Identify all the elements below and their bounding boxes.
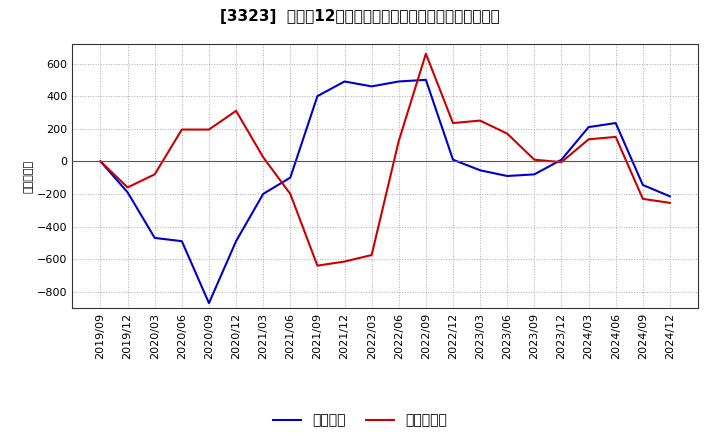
当期純利益 bbox=[232, 108, 240, 114]
当期純利益 bbox=[421, 51, 430, 56]
Text: [3323]  利益だ12か月移動合計の対前年同期増減額の推移: [3323] 利益だ12か月移動合計の対前年同期増減額の推移 bbox=[220, 9, 500, 24]
当期純利益 bbox=[611, 134, 620, 139]
当期純利益 bbox=[665, 200, 674, 205]
経常利益 bbox=[286, 175, 294, 180]
当期純利益 bbox=[123, 185, 132, 190]
経常利益 bbox=[449, 157, 457, 162]
当期純利益 bbox=[313, 263, 322, 268]
Legend: 経常利益, 当期純利益: 経常利益, 当期純利益 bbox=[267, 408, 453, 433]
経常利益 bbox=[476, 168, 485, 173]
当期純利益 bbox=[286, 191, 294, 197]
経常利益 bbox=[503, 173, 511, 179]
経常利益 bbox=[584, 125, 593, 130]
当期純利益 bbox=[367, 253, 376, 258]
Line: 当期純利益: 当期純利益 bbox=[101, 54, 670, 266]
経常利益 bbox=[150, 235, 159, 241]
当期純利益 bbox=[259, 154, 268, 160]
当期純利益 bbox=[530, 157, 539, 162]
経常利益 bbox=[96, 159, 105, 164]
経常利益 bbox=[530, 172, 539, 177]
当期純利益 bbox=[341, 259, 349, 264]
経常利益 bbox=[367, 84, 376, 89]
経常利益 bbox=[557, 157, 566, 162]
経常利益 bbox=[313, 94, 322, 99]
当期純利益 bbox=[503, 131, 511, 136]
当期純利益 bbox=[150, 172, 159, 177]
経常利益 bbox=[259, 191, 268, 197]
経常利益 bbox=[123, 190, 132, 195]
経常利益 bbox=[639, 182, 647, 187]
経常利益 bbox=[341, 79, 349, 84]
当期純利益 bbox=[557, 160, 566, 165]
経常利益 bbox=[421, 77, 430, 82]
経常利益 bbox=[232, 238, 240, 244]
経常利益 bbox=[178, 238, 186, 244]
当期純利益 bbox=[395, 138, 403, 143]
当期純利益 bbox=[449, 121, 457, 126]
Y-axis label: （百万円）: （百万円） bbox=[24, 159, 34, 193]
当期純利益 bbox=[204, 127, 213, 132]
経常利益 bbox=[611, 121, 620, 126]
経常利益 bbox=[395, 79, 403, 84]
当期純利益 bbox=[584, 137, 593, 142]
当期純利益 bbox=[639, 196, 647, 202]
当期純利益 bbox=[476, 118, 485, 123]
Line: 経常利益: 経常利益 bbox=[101, 80, 670, 303]
経常利益 bbox=[665, 194, 674, 199]
当期純利益 bbox=[96, 159, 105, 164]
経常利益 bbox=[204, 301, 213, 306]
当期純利益 bbox=[178, 127, 186, 132]
